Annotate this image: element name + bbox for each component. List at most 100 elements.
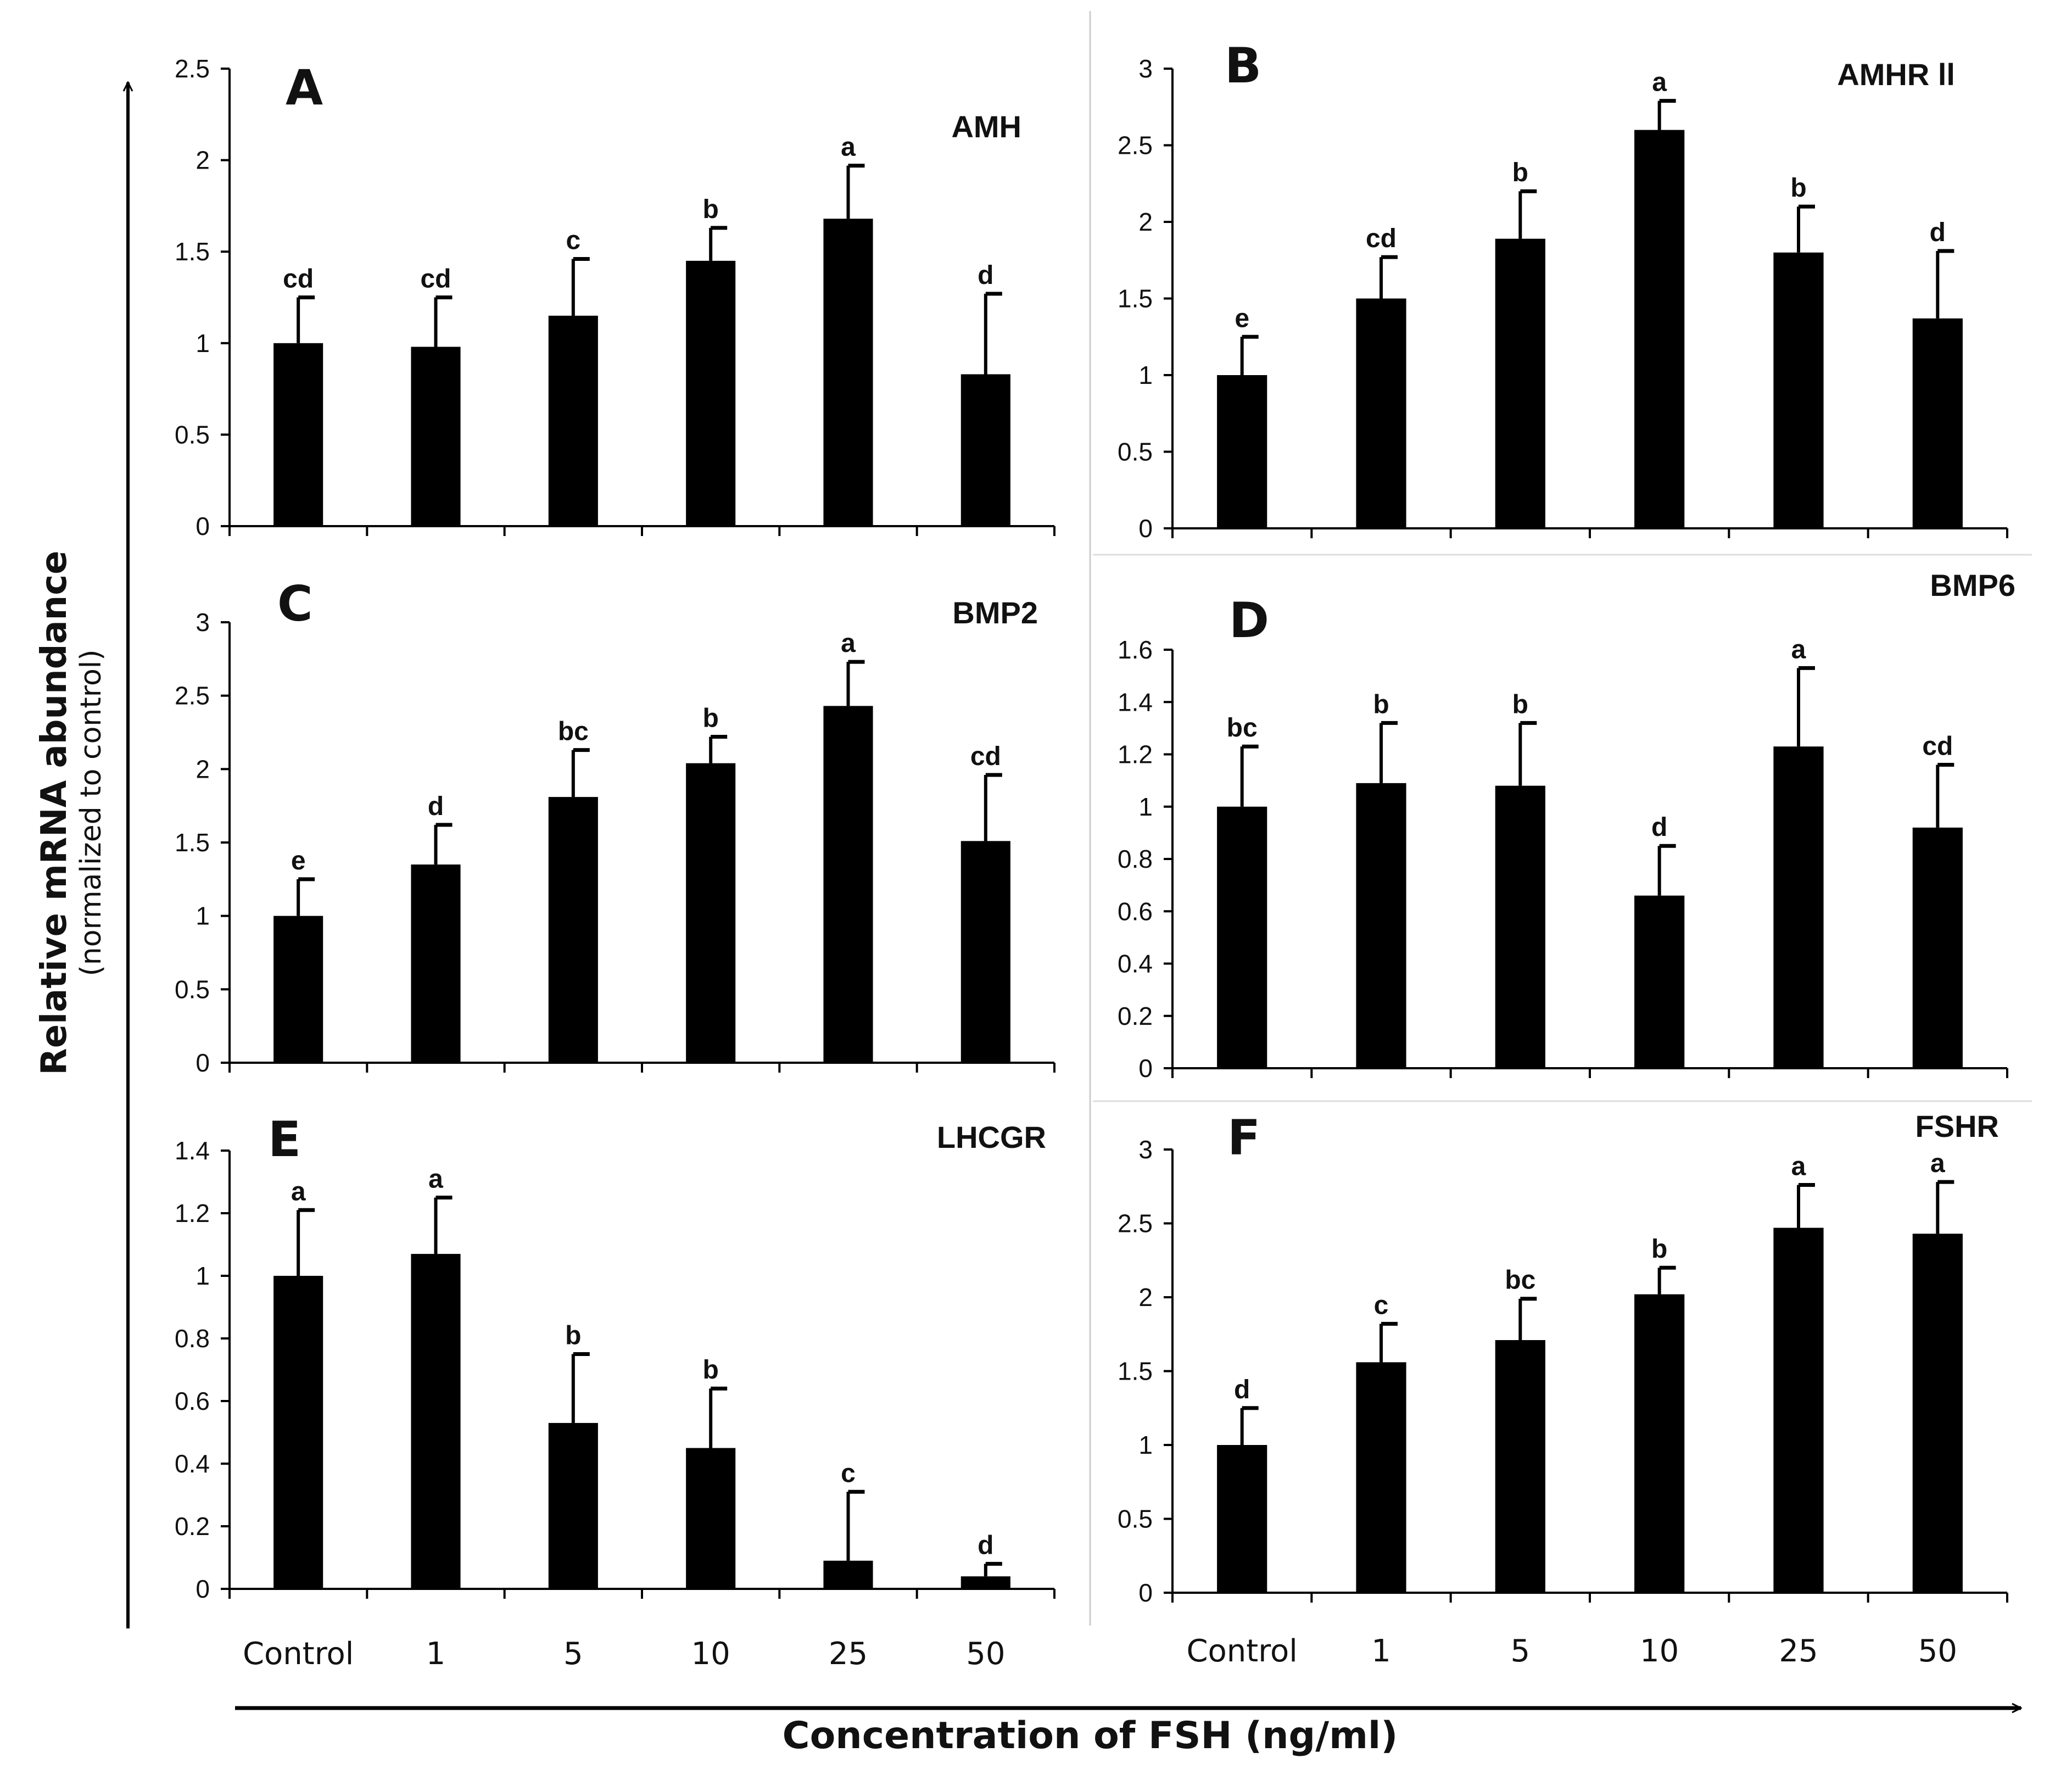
y-tick-label: 1: [1138, 361, 1153, 389]
y-tick-label: 2: [1138, 208, 1153, 236]
gene-label: BMP6: [1930, 568, 2015, 602]
gene-label: BMP2: [952, 595, 1038, 630]
y-tick-label: 1: [196, 329, 210, 358]
significance-label: a: [1652, 68, 1667, 97]
bar-f-25: [1773, 1227, 1824, 1593]
significance-label: d: [978, 1531, 993, 1560]
significance-label: a: [1791, 635, 1806, 664]
significance-label: cd: [420, 265, 451, 294]
x-category-label: 10: [1640, 1633, 1679, 1669]
y-tick-label: 2.5: [175, 54, 210, 83]
significance-label: a: [841, 133, 856, 162]
significance-label: cd: [283, 265, 314, 294]
significance-label: cd: [1922, 732, 1953, 761]
significance-label: bc: [1227, 713, 1258, 743]
y-tick-label: 1.2: [1118, 740, 1153, 769]
bar-d-50: [1912, 827, 1963, 1068]
y-tick-label: 0.5: [175, 975, 210, 1003]
y-tick-label: 2: [196, 755, 210, 783]
significance-label: d: [1234, 1375, 1250, 1404]
y-tick-label: 1.6: [1118, 635, 1153, 664]
y-tick-label: 0.8: [1118, 845, 1153, 873]
panel-d: 0 0.2 0.4 0.6 0.8 1 1.2 1.4 1.6 bc b b d a cd D BMP6: [1118, 568, 2015, 1082]
y-axis-title: Relative mRNA abundance: [34, 550, 75, 1075]
x-category-labels-left: Control 1 5 10 25 50: [243, 1636, 1006, 1672]
y-tick-label: 2: [196, 146, 210, 175]
significance-label: b: [565, 1321, 581, 1351]
bar-a-25: [823, 219, 873, 526]
y-axis-subtitle: (normalized to control): [75, 649, 108, 976]
y-tick-label: 0.2: [175, 1512, 210, 1541]
panel-c: 0 0.5 1 1.5 2 2.5 3 e d bc b a cd C BMP2: [175, 576, 1055, 1077]
gene-label: AMHR ll: [1837, 57, 1955, 92]
y-tick-label: 1.2: [175, 1199, 210, 1227]
y-tick-label: 0: [1138, 1054, 1153, 1082]
significance-label: c: [566, 226, 580, 255]
significance-label: a: [428, 1165, 443, 1194]
bar-f-1: [1356, 1362, 1406, 1593]
significance-label: bc: [1505, 1266, 1535, 1295]
significance-label: b: [703, 704, 719, 733]
bar-e-control: [273, 1276, 323, 1589]
bar-f-10: [1634, 1294, 1685, 1593]
y-tick-label: 2: [1138, 1283, 1153, 1312]
significance-label: c: [1374, 1291, 1389, 1320]
panel-b: 0 0.5 1 1.5 2 2.5 3 e cd b a b d B AMHR ll: [1118, 37, 2008, 543]
x-category-label: 1: [426, 1636, 446, 1672]
bar-a-5: [548, 315, 598, 526]
significance-label: d: [1930, 218, 1946, 247]
y-tick-label: 2.5: [1118, 131, 1153, 160]
y-tick-label: 1: [196, 902, 210, 930]
significance-label: c: [841, 1459, 856, 1488]
x-category-label: 1: [1371, 1633, 1391, 1669]
y-tick-label: 0: [1138, 514, 1153, 543]
y-tick-label: 0: [196, 512, 210, 540]
bar-e-5: [548, 1422, 598, 1589]
y-tick-label: 1: [1138, 793, 1153, 821]
bar-e-25: [823, 1560, 873, 1589]
gene-label: FSHR: [1915, 1109, 1999, 1143]
x-category-label: Control: [243, 1636, 354, 1672]
x-category-label: Control: [1186, 1633, 1297, 1669]
y-tick-label: 0.5: [1118, 1505, 1153, 1533]
gene-label: AMH: [951, 109, 1021, 144]
y-tick-label: 0.6: [1118, 897, 1153, 925]
panel-letter: A: [286, 59, 323, 116]
y-tick-label: 0.2: [1118, 1002, 1153, 1030]
x-category-label: 50: [1918, 1633, 1957, 1669]
bar-f-control: [1217, 1445, 1267, 1593]
significance-label: e: [291, 846, 306, 875]
bar-d-10: [1634, 895, 1685, 1068]
panel-letter: B: [1225, 37, 1261, 94]
y-tick-label: 1: [196, 1262, 210, 1290]
x-category-label: 25: [829, 1636, 868, 1672]
y-tick-label: 2.5: [175, 682, 210, 710]
bar-c-1: [411, 864, 461, 1063]
x-category-label: 25: [1779, 1633, 1818, 1669]
bar-c-control: [273, 916, 323, 1063]
bar-f-5: [1495, 1340, 1545, 1593]
y-tick-label: 0: [196, 1575, 210, 1603]
bar-d-control: [1217, 806, 1267, 1068]
y-tick-label: 1.5: [175, 828, 210, 857]
y-tick-label: 0: [196, 1048, 210, 1077]
bar-c-50: [960, 841, 1010, 1063]
y-tick-label: 1.5: [175, 237, 210, 266]
y-tick-label: 0.5: [1118, 438, 1153, 466]
y-tick-label: 0.5: [175, 420, 210, 449]
x-category-label: 50: [966, 1636, 1005, 1672]
y-tick-label: 1.5: [1118, 1357, 1153, 1386]
x-category-labels-right: Control 1 5 10 25 50: [1186, 1633, 1957, 1669]
bar-b-10: [1634, 130, 1685, 529]
significance-label: a: [291, 1177, 306, 1206]
significance-label: d: [428, 792, 444, 821]
panel-letter: F: [1227, 1109, 1260, 1166]
y-tick-label: 0.4: [175, 1449, 210, 1478]
y-tick-label: 1.4: [1118, 688, 1153, 716]
significance-label: cd: [1366, 224, 1397, 253]
bar-a-control: [273, 343, 323, 526]
bar-b-50: [1912, 318, 1963, 528]
y-tick-label: 0.8: [175, 1324, 210, 1353]
significance-label: d: [978, 261, 993, 290]
